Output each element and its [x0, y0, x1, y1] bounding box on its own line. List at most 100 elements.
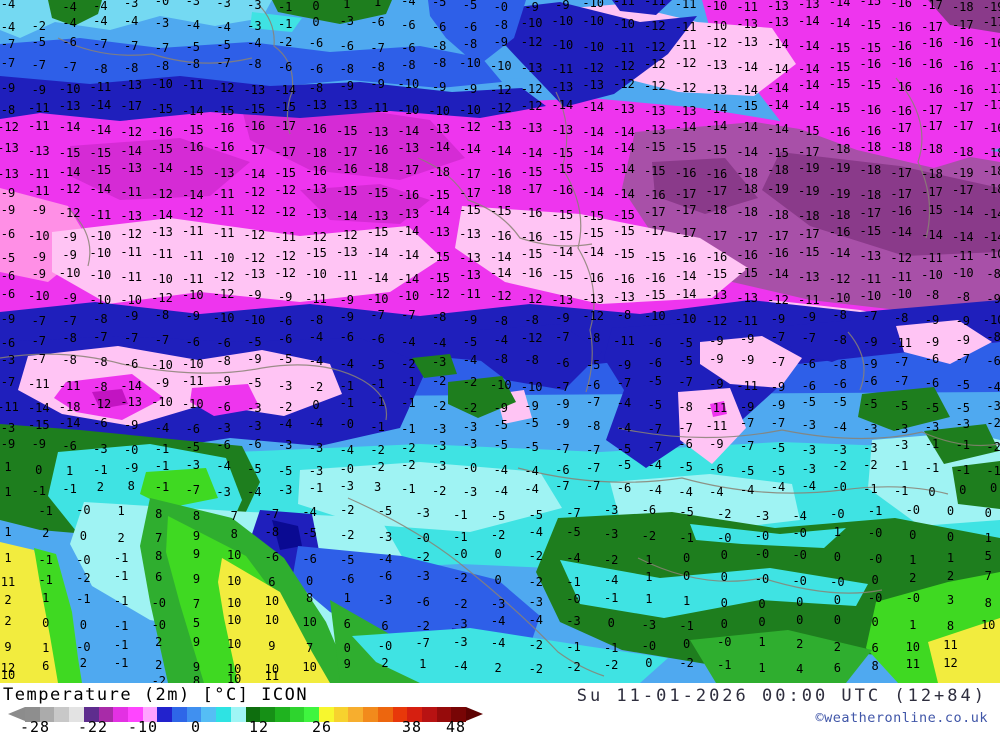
temp-value: 1 — [343, 591, 351, 605]
temp-value: -17 — [890, 166, 913, 180]
temp-value: -0 — [339, 417, 355, 431]
scale-color-segment — [69, 707, 84, 722]
temp-value: -13 — [613, 102, 635, 116]
temp-value: -16 — [921, 36, 943, 50]
scale-color-segment — [127, 707, 143, 722]
temp-value: -9 — [770, 312, 786, 326]
temp-value: -10 — [181, 397, 204, 411]
temp-value: -13 — [767, 15, 789, 29]
temp-value: -4 — [986, 380, 1000, 394]
temp-value: -14 — [767, 37, 789, 51]
temp-value: -8 — [493, 18, 509, 32]
scale-color-segment — [25, 707, 40, 722]
temp-value: -9 — [555, 311, 570, 325]
temp-value: -14 — [828, 0, 851, 9]
temp-value: -5 — [678, 336, 693, 350]
temp-value: -4 — [302, 505, 317, 519]
temp-value: -3 — [754, 509, 770, 523]
temp-value: 9 — [268, 639, 276, 653]
temp-value: -3 — [247, 19, 262, 33]
temp-value: -3 — [603, 527, 619, 541]
temp-value: -12 — [89, 397, 112, 411]
temp-value: -6 — [377, 569, 393, 583]
temp-value: -7 — [31, 352, 47, 366]
temp-value: -10 — [890, 287, 913, 301]
temp-value: -6 — [0, 269, 16, 283]
temp-value: -15 — [582, 209, 605, 223]
temp-value: -1 — [401, 482, 416, 496]
temp-value: -6 — [832, 377, 847, 391]
temp-value: -2 — [528, 638, 544, 652]
temp-value: 6 — [155, 570, 163, 584]
temp-value: -9 — [739, 400, 755, 414]
temp-value: -15 — [551, 162, 574, 176]
temp-value: -8 — [247, 57, 262, 71]
temp-value: -9 — [31, 250, 47, 264]
temp-value: -4 — [647, 483, 663, 497]
temp-value: -17 — [797, 145, 820, 159]
temp-value: -7 — [616, 376, 632, 390]
region-yellow-corner — [928, 618, 1000, 683]
region-pink-pocket-1 — [700, 336, 802, 388]
temp-value: -11 — [951, 249, 974, 263]
temp-value: -2 — [370, 460, 385, 474]
temp-value: -3 — [893, 438, 909, 452]
temp-value: 9 — [192, 572, 201, 586]
temp-value: -4 — [739, 483, 755, 497]
scale-color-segment — [230, 707, 246, 722]
temp-value: -17 — [951, 18, 974, 32]
region-pale-pink-central-west — [52, 218, 442, 304]
temp-value: -14 — [705, 119, 728, 133]
temp-value: -2 — [415, 550, 430, 564]
temp-value: -1 — [38, 573, 53, 587]
temp-value: -15 — [428, 188, 451, 202]
temp-value: -8 — [924, 288, 940, 302]
temp-value: -15 — [151, 102, 173, 116]
scale-color-segment — [333, 707, 349, 722]
temp-value: -9 — [123, 309, 139, 323]
temp-value: 2 — [4, 614, 12, 628]
temp-value: -3 — [431, 422, 447, 436]
temp-value: -9 — [739, 353, 755, 367]
temp-value: -9 — [62, 291, 77, 305]
temp-value: 10 — [226, 637, 242, 651]
temp-value: -11 — [613, 41, 635, 55]
temp-value: -16 — [305, 164, 327, 178]
temp-value: -3 — [986, 399, 1000, 413]
temp-value: -10 — [459, 56, 481, 70]
scale-color-segment — [142, 707, 158, 722]
temp-value: -16 — [551, 183, 574, 197]
temp-value: -8 — [93, 380, 108, 394]
temp-value: -1 — [38, 504, 53, 518]
temp-value: -4 — [277, 417, 293, 431]
temp-value: -4 — [62, 16, 77, 30]
temp-value: -12 — [489, 101, 512, 115]
temp-value: -3 — [924, 420, 940, 434]
map-title: Temperature (2m) [°C] ICON — [3, 685, 309, 705]
temp-value: 10 — [264, 613, 280, 627]
region-magenta-mid-1 — [240, 102, 465, 180]
temp-value: -14 — [828, 246, 851, 260]
temp-value: -15 — [828, 101, 851, 115]
temp-value: -17 — [982, 61, 1000, 75]
temp-value: -13 — [551, 293, 574, 307]
temp-value: 0 — [959, 483, 967, 497]
temp-value: -5 — [647, 398, 663, 412]
temp-value: -16 — [582, 271, 605, 285]
temp-value: -7 — [739, 439, 755, 453]
temp-value: -18 — [428, 165, 451, 179]
temp-value: -8 — [154, 59, 170, 73]
temp-value: -6 — [277, 332, 293, 346]
scale-color-segment — [157, 707, 173, 722]
temp-value: -9 — [493, 35, 509, 49]
temp-value: -16 — [705, 167, 728, 181]
temp-value: -15 — [797, 124, 820, 138]
temp-value: -11 — [181, 272, 204, 286]
temp-value: -1 — [339, 379, 355, 393]
temp-value: -10 — [27, 229, 50, 243]
temp-value: -16 — [397, 188, 420, 202]
temp-value: -5 — [247, 376, 262, 390]
temp-value: -17 — [705, 229, 728, 243]
temp-value: 8 — [127, 479, 135, 493]
copyright-link[interactable]: ©weatheronline.co.uk — [815, 710, 988, 726]
